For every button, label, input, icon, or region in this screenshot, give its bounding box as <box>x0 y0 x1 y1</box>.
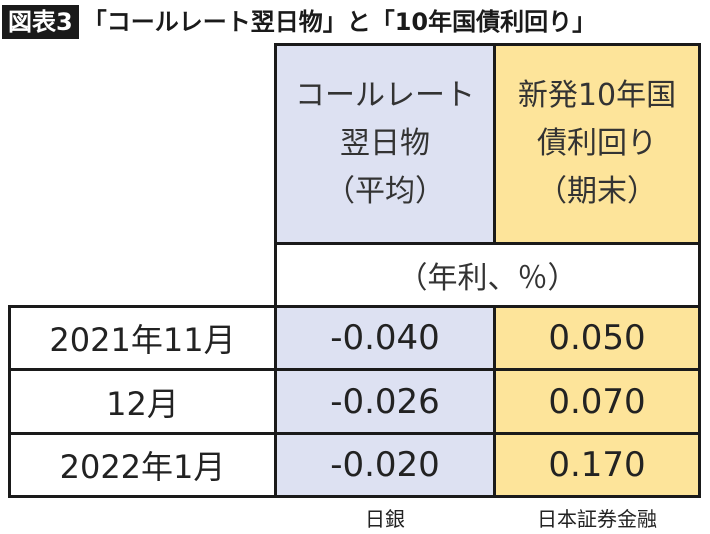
header-jgb-line3: （期末） <box>537 174 657 209</box>
figure-title: 図表3 「コールレート翌日物」と「10年国債利回り」 <box>2 4 596 40</box>
jgb-2021-11: 0.050 <box>493 305 701 371</box>
header-call-rate-line2: 翌日物 <box>340 126 430 161</box>
header-jgb-10y: 新発10年国 債利回り （期末） <box>493 43 701 245</box>
jgb-2021-12: 0.070 <box>493 368 701 435</box>
source-call-rate: 日銀 <box>365 507 405 531</box>
call-rate-2021-11: -0.040 <box>274 305 496 371</box>
jgb-2022-01: 0.170 <box>493 432 701 498</box>
figure-number-badge: 図表3 <box>2 5 79 39</box>
header-jgb-line2: 債利回り <box>537 126 657 161</box>
header-jgb-line1: 新発10年国 <box>517 78 677 113</box>
header-call-rate: コールレート 翌日物 （平均） <box>274 43 496 245</box>
figure-title-text: 「コールレート翌日物」と「10年国債利回り」 <box>82 8 597 36</box>
source-jgb: 日本証券金融 <box>537 507 657 531</box>
header-call-rate-line1: コールレート <box>295 78 475 113</box>
call-rate-2022-01: -0.020 <box>274 432 496 498</box>
header-call-rate-line3: （平均） <box>325 174 445 209</box>
call-rate-2021-12: -0.026 <box>274 368 496 435</box>
row-label-2021-12: 12月 <box>8 368 277 435</box>
row-label-2021-11: 2021年11月 <box>8 305 277 371</box>
row-label-2022-01: 2022年1月 <box>8 432 277 498</box>
unit-label: （年利、％） <box>274 242 701 308</box>
